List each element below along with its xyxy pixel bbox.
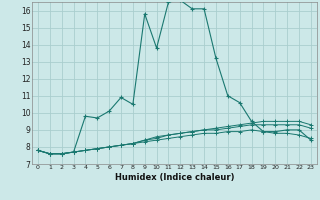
X-axis label: Humidex (Indice chaleur): Humidex (Indice chaleur) (115, 173, 234, 182)
